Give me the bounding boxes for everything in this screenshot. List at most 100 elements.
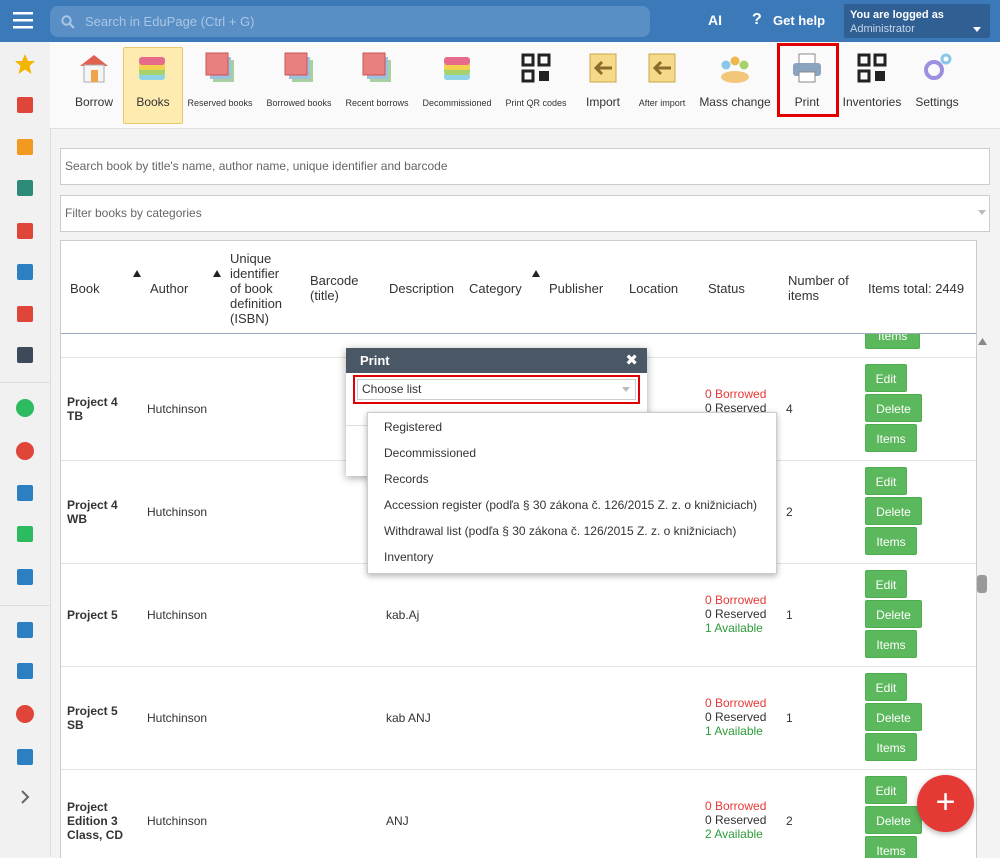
items-button[interactable]: Items xyxy=(865,733,917,761)
list-option[interactable]: Registered xyxy=(384,420,443,434)
items-button[interactable]: Items xyxy=(865,836,917,858)
toolbar-icon xyxy=(857,53,887,83)
toolbar-icon xyxy=(589,53,617,83)
sidebar-icon[interactable] xyxy=(14,482,36,504)
sort-arrow[interactable] xyxy=(213,270,221,277)
author: Hutchinson xyxy=(147,402,208,416)
q1 xyxy=(857,53,871,67)
column-header: Publisher xyxy=(549,280,604,296)
toolbar-item[interactable]: Reserved books xyxy=(187,48,253,122)
toolbar-item[interactable]: Print QR codes xyxy=(505,48,567,122)
toolbar-label: Import xyxy=(585,95,620,109)
toolbar-item[interactable]: Recent borrows xyxy=(345,48,409,122)
toolbar-icon xyxy=(444,57,470,80)
sidebar-icon[interactable] xyxy=(14,786,36,808)
box xyxy=(17,485,33,501)
delete-button[interactable]: Delete xyxy=(865,703,922,731)
items-button[interactable]: Items xyxy=(865,424,917,452)
items-button[interactable]: Items xyxy=(865,630,917,658)
edit-button[interactable]: Edit xyxy=(865,364,907,392)
edit-button[interactable]: Edit xyxy=(865,776,907,804)
edit-button[interactable]: Edit xyxy=(865,673,907,701)
list-option[interactable]: Accession register (podľa § 30 zákona č.… xyxy=(384,498,758,512)
dot xyxy=(16,399,34,417)
list-option[interactable]: Decommissioned xyxy=(384,446,477,460)
front xyxy=(362,52,386,76)
sidebar-icon[interactable] xyxy=(14,746,36,768)
sidebar-icon[interactable] xyxy=(14,703,36,725)
toolbar-label: Recent borrows xyxy=(345,98,409,108)
list-option[interactable]: Withdrawal list (podľa § 30 zákona č. 12… xyxy=(384,524,737,538)
sort-arrow[interactable] xyxy=(133,270,141,277)
sidebar-icon[interactable] xyxy=(14,53,36,75)
sidebar-icon[interactable] xyxy=(14,619,36,641)
sidebar-icon[interactable] xyxy=(14,397,36,419)
add-button[interactable]: + xyxy=(917,775,974,832)
book-title: Project 4 TB xyxy=(67,395,118,423)
sidebar-icon[interactable] xyxy=(14,660,36,682)
box xyxy=(17,526,33,542)
toolbar-item[interactable]: Settings xyxy=(909,48,965,122)
toolbar-item[interactable]: Import xyxy=(575,48,631,122)
toolbar-item[interactable]: Mass change xyxy=(699,48,771,122)
items-button[interactable]: Items xyxy=(865,527,917,555)
toolbar-item[interactable]: Decommissioned xyxy=(422,48,492,122)
close-button[interactable]: ✖ xyxy=(625,352,638,369)
box xyxy=(17,569,33,585)
delete-button[interactable]: Delete xyxy=(865,806,922,834)
sidebar-icon[interactable] xyxy=(14,261,36,283)
delete-button[interactable]: Delete xyxy=(865,600,922,628)
sidebar-icon[interactable] xyxy=(14,566,36,588)
sidebar-icon[interactable] xyxy=(14,440,36,462)
q1 xyxy=(521,53,535,67)
sidebar-icon[interactable] xyxy=(14,94,36,116)
q4 xyxy=(539,71,549,81)
toolbar-item[interactable]: After import xyxy=(634,48,690,122)
toolbar-item[interactable]: Print xyxy=(779,48,835,122)
sort-arrow[interactable] xyxy=(532,270,540,277)
sidebar-icon[interactable] xyxy=(14,344,36,366)
toolbar-item[interactable]: Borrow xyxy=(66,48,122,122)
toolbar-icon xyxy=(362,52,391,82)
list-option[interactable]: Inventory xyxy=(384,550,434,564)
layer xyxy=(139,57,165,65)
toolbar-item[interactable]: Borrowed books xyxy=(266,48,332,122)
list-select[interactable]: Choose list xyxy=(357,379,636,400)
dialog-title: Print xyxy=(360,353,390,368)
delete-button[interactable]: Delete xyxy=(865,394,922,422)
edit-button[interactable]: Edit xyxy=(865,570,907,598)
login-box[interactable]: You are logged as Administrator xyxy=(844,4,990,38)
sidebar-icon[interactable] xyxy=(14,303,36,325)
status: 0 Borrowed xyxy=(705,799,767,813)
column-header: Book xyxy=(70,280,100,296)
box xyxy=(17,306,33,322)
toolbar-icon xyxy=(139,57,165,80)
book-title: Project 5 xyxy=(67,608,118,622)
edit-button[interactable]: Edit xyxy=(865,467,907,495)
menu-icon[interactable] xyxy=(13,11,33,29)
sidebar-icon[interactable] xyxy=(14,177,36,199)
sidebar-icon[interactable] xyxy=(14,220,36,242)
ai-button[interactable]: AI xyxy=(708,12,722,28)
arrow xyxy=(652,60,671,76)
sidebar-icon[interactable] xyxy=(14,523,36,545)
global-search[interactable]: Search in EduPage (Ctrl + G) xyxy=(50,6,650,37)
scrollbar[interactable] xyxy=(975,333,990,857)
column-header: Barcode (title) xyxy=(310,273,359,303)
box xyxy=(17,180,33,196)
list-option[interactable]: Records xyxy=(384,472,429,486)
items-button[interactable]: Items xyxy=(865,334,921,349)
chevron xyxy=(21,790,30,804)
q2 xyxy=(537,53,551,67)
help-button[interactable]: Get help xyxy=(773,13,826,28)
category-filter[interactable]: Filter books by categories xyxy=(60,195,990,232)
status: 0 Borrowed xyxy=(705,696,767,710)
book-search[interactable]: Search book by title's name, author name… xyxy=(60,148,990,185)
toolbar-item[interactable]: Inventories xyxy=(843,48,901,122)
sidebar-icon[interactable] xyxy=(14,136,36,158)
delete-button[interactable]: Delete xyxy=(865,497,922,525)
item-count: 2 xyxy=(786,505,793,519)
column-header: Unique identifier of book definition (IS… xyxy=(230,250,283,326)
head xyxy=(721,60,731,70)
toolbar-item[interactable]: Books xyxy=(123,47,183,124)
